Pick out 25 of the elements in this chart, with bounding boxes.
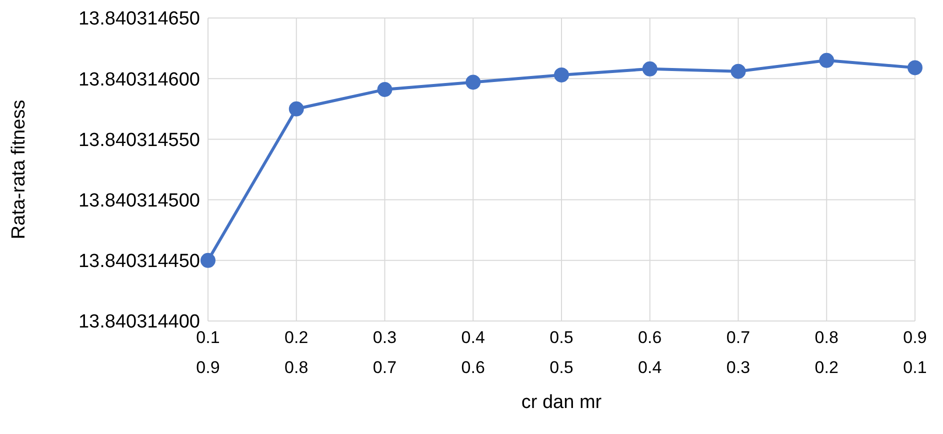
x-tick-label: 0.7 0.3 (726, 328, 750, 377)
point (200, 252, 216, 268)
x-axis-title: cr dan mr (521, 392, 602, 413)
x-tick-label: 0.1 0.9 (196, 328, 220, 377)
point (730, 64, 746, 79)
point (554, 67, 569, 82)
point (642, 61, 658, 76)
y-tick-label: 13.840314600 (78, 69, 200, 90)
x-tick-label: 0.3 0.7 (372, 328, 397, 377)
y-tick-label: 13.840314650 (78, 8, 200, 30)
point (377, 82, 392, 98)
x-tick-label: 0.4 0.6 (461, 328, 485, 377)
y-axis-title: Rata-rata fitness (8, 100, 30, 240)
point (819, 52, 834, 68)
x-tick-label: 0.2 0.8 (284, 328, 308, 377)
point (288, 101, 304, 116)
x-tick-label: 0.6 0.4 (638, 328, 662, 377)
y-tick-label: 13.840314500 (78, 190, 200, 212)
y-tick-label: 13.840314550 (78, 130, 200, 151)
point (466, 74, 481, 90)
x-tick-label: 0.5 0.5 (550, 328, 574, 377)
y-tick-label: 13.840314450 (78, 251, 200, 272)
x-tick-label: 0.8 0.2 (814, 328, 838, 377)
point (908, 60, 922, 76)
x-tick-label: 0.9 0.1 (903, 328, 927, 377)
